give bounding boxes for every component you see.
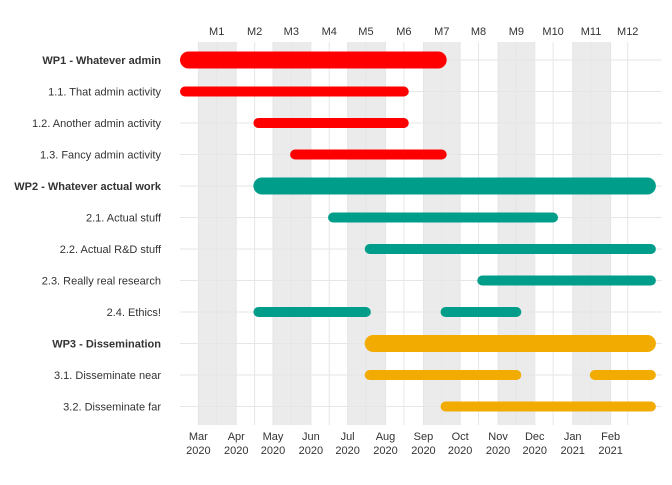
bottom-axis-year-label: 2020 bbox=[224, 445, 248, 457]
top-axis-tick-label: M4 bbox=[322, 26, 337, 38]
month-band-m3 bbox=[272, 42, 311, 425]
task-label: 1.2. Another admin activity bbox=[32, 118, 162, 130]
bottom-axis-year-label: 2020 bbox=[486, 445, 510, 457]
task-label: 1.1. That admin activity bbox=[48, 87, 161, 99]
bottom-axis-month-label: Jun bbox=[302, 431, 320, 443]
bottom-axis-month-label: Mar bbox=[189, 431, 208, 443]
top-axis-tick-label: M3 bbox=[284, 26, 299, 38]
bottom-axis-year-label: 2021 bbox=[560, 445, 584, 457]
bottom-axis-month-label: Nov bbox=[488, 431, 508, 443]
top-axis: M1 M2 M3 M4 M5 M6 M7 M8 M9 M10 M11 M12 bbox=[209, 26, 638, 38]
task-label: 1.3. Fancy admin activity bbox=[40, 150, 162, 162]
bottom-axis-year-label: 2020 bbox=[448, 445, 472, 457]
top-axis-tick-label: M2 bbox=[247, 26, 262, 38]
bottom-axis-year-label: 2020 bbox=[335, 445, 359, 457]
task-label: 2.4. Ethics! bbox=[107, 307, 161, 319]
bottom-axis-year-label: 2020 bbox=[186, 445, 210, 457]
task-label: 3.1. Disseminate near bbox=[54, 370, 161, 382]
task-label: 2.3. Really real research bbox=[42, 276, 161, 288]
task-bars bbox=[180, 51, 656, 412]
top-axis-tick-label: M12 bbox=[617, 26, 638, 38]
task-labels: WP1 - Whatever admin 1.1. That admin acti… bbox=[14, 55, 162, 414]
work-package-label: WP3 - Dissemination bbox=[52, 339, 161, 351]
bottom-axis-year-label: 2020 bbox=[411, 445, 435, 457]
bottom-axis-year-label: 2020 bbox=[373, 445, 397, 457]
task-label: 3.2. Disseminate far bbox=[63, 402, 161, 414]
month-band-m11 bbox=[572, 42, 611, 425]
bottom-axis-month-label: Jan bbox=[564, 431, 582, 443]
bottom-axis-month-label: Jul bbox=[341, 431, 355, 443]
task-label: 2.1. Actual stuff bbox=[86, 213, 162, 225]
bottom-axis-year-label: 2021 bbox=[598, 445, 622, 457]
top-axis-tick-label: M10 bbox=[542, 26, 563, 38]
bottom-axis-month-label: Apr bbox=[228, 431, 245, 443]
bottom-axis-year-label: 2020 bbox=[523, 445, 547, 457]
work-package-label: WP1 - Whatever admin bbox=[42, 55, 161, 67]
bottom-axis-month-label: May bbox=[263, 431, 284, 443]
top-axis-tick-label: M9 bbox=[509, 26, 524, 38]
top-axis-tick-label: M1 bbox=[209, 26, 224, 38]
month-band-m1 bbox=[198, 42, 237, 425]
bottom-axis-month-label: Sep bbox=[414, 431, 434, 443]
shaded-month-bands bbox=[198, 42, 611, 425]
bottom-axis-month-label: Oct bbox=[452, 431, 469, 443]
bottom-axis: Mar 2020 Apr 2020 May 2020 Jun 2020 Jul 2020 Aug 20… bbox=[186, 431, 623, 457]
task-label: 2.2. Actual R&D stuff bbox=[60, 244, 162, 256]
top-axis-tick-label: M5 bbox=[358, 26, 373, 38]
bottom-axis-month-label: Aug bbox=[376, 431, 396, 443]
month-band-m5 bbox=[347, 42, 386, 425]
bottom-axis-month-label: Dec bbox=[525, 431, 545, 443]
top-axis-tick-label: M7 bbox=[434, 26, 449, 38]
bottom-axis-month-label: Feb bbox=[601, 431, 620, 443]
top-axis-tick-label: M8 bbox=[471, 26, 486, 38]
bottom-axis-year-label: 2020 bbox=[299, 445, 323, 457]
bottom-axis-year-label: 2020 bbox=[261, 445, 285, 457]
top-axis-tick-label: M11 bbox=[581, 26, 602, 38]
work-package-label: WP2 - Whatever actual work bbox=[14, 181, 162, 193]
top-axis-tick-label: M6 bbox=[396, 26, 411, 38]
